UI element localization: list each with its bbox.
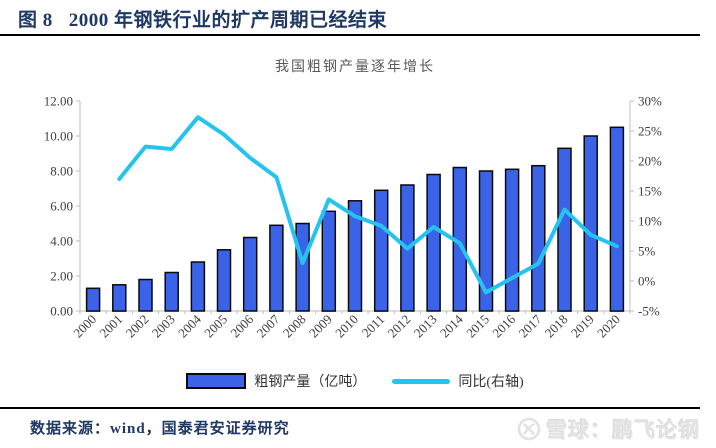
x-axis-label: 2006: [227, 311, 256, 340]
x-axis-label: 2012: [385, 312, 414, 341]
x-axis: 2000200120022003200420052006200720082009…: [70, 311, 631, 341]
left-axis-tick-label: 10.00: [44, 129, 73, 144]
left-axis-tick-label: 0.00: [50, 304, 73, 319]
bar-2018: [557, 147, 572, 312]
bars-series: [85, 126, 625, 312]
bar-2005: [216, 249, 232, 312]
right-axis: -5% 0% 5% 10% 15% 20% 25% 30%: [630, 94, 662, 319]
x-axis-label: 2020: [594, 312, 623, 341]
left-axis-tick-label: 12.00: [44, 94, 73, 109]
x-axis-label: 2002: [123, 312, 152, 341]
watermark-text: 雪球：鹏飞论钢: [546, 418, 700, 442]
header-divider: [0, 34, 700, 36]
bar-2010: [347, 200, 363, 312]
left-axis-tick-label: 2.00: [50, 269, 73, 284]
x-axis-label: 2013: [411, 312, 440, 341]
right-axis-tick-label: 25%: [638, 124, 662, 139]
bar-2008: [295, 222, 310, 312]
chart-title: 我国粗钢产量逐年增长: [275, 60, 435, 75]
right-axis-tick-label: 5%: [638, 244, 656, 259]
bar-2016: [504, 168, 520, 312]
x-axis-label: 2015: [463, 312, 492, 341]
x-axis-label: 2003: [149, 312, 178, 341]
footer-divider: [0, 407, 700, 409]
x-axis-label: 2018: [542, 312, 571, 341]
bar-2006: [242, 236, 258, 312]
figure-header: 图 8 2000 年钢铁行业的扩产周期已经结束: [18, 5, 387, 32]
right-axis-tick-label: 30%: [638, 94, 662, 109]
data-source-text: 数据来源：wind，国泰君安证券研究: [30, 421, 290, 437]
watermark: 雪球：鹏飞论钢: [517, 414, 700, 444]
bar-2009: [321, 210, 337, 312]
x-axis-label: 2019: [568, 312, 597, 341]
xueqiu-logo-icon: [517, 417, 541, 441]
legend-bar-label: 粗钢产量（亿吨）: [254, 375, 367, 390]
x-axis-label: 2008: [280, 312, 309, 341]
bar-2003: [164, 271, 179, 312]
x-axis-label: 2001: [96, 312, 125, 341]
right-axis-tick-label: -5%: [638, 304, 660, 319]
legend-line-swatch: [392, 378, 451, 384]
x-axis-label: 2017: [515, 311, 544, 340]
x-axis-label: 2009: [306, 312, 335, 341]
bar-2015: [478, 170, 494, 312]
left-axis-tick-label: 8.00: [50, 164, 73, 179]
legend-line-label: 同比(右轴): [458, 375, 524, 390]
right-axis-tick-label: 10%: [638, 214, 662, 229]
bar-2013: [426, 173, 441, 312]
bar-2020: [609, 126, 625, 312]
x-axis-label: 2004: [175, 311, 204, 340]
figure-number: 图 8: [18, 10, 53, 31]
chart-legend: 粗钢产量（亿吨） 同比(右轴): [80, 371, 630, 391]
bar-2002: [138, 278, 153, 312]
bar-2007: [269, 224, 284, 312]
left-axis-tick-label: 4.00: [50, 234, 73, 249]
x-axis-label: 2000: [70, 312, 99, 341]
x-axis-label: 2007: [254, 311, 283, 340]
right-axis-tick-label: 15%: [638, 184, 662, 199]
bar-2019: [583, 135, 598, 312]
left-axis-tick-label: 6.00: [50, 199, 73, 214]
x-axis-label: 2014: [437, 311, 466, 340]
x-axis-label: 2005: [201, 312, 230, 341]
yoy-line: [117, 115, 619, 295]
bar-2000: [85, 287, 101, 312]
x-axis-label: 2016: [489, 311, 518, 340]
bar-2001: [112, 284, 127, 312]
left-axis: 0.00 2.00 4.00 6.00 8.00 10.00 12.00: [44, 94, 80, 319]
bar-2004: [190, 261, 206, 312]
legend-bar-swatch: [186, 373, 247, 389]
bar-2017: [531, 164, 546, 312]
figure-title: 2000 年钢铁行业的扩产周期已经结束: [68, 10, 388, 31]
right-axis-tick-label: 20%: [638, 154, 662, 169]
x-axis-label: 2010: [332, 312, 361, 341]
x-axis-label: 2011: [359, 312, 388, 341]
right-axis-tick-label: 0%: [638, 274, 656, 289]
bar-2011: [373, 189, 389, 312]
